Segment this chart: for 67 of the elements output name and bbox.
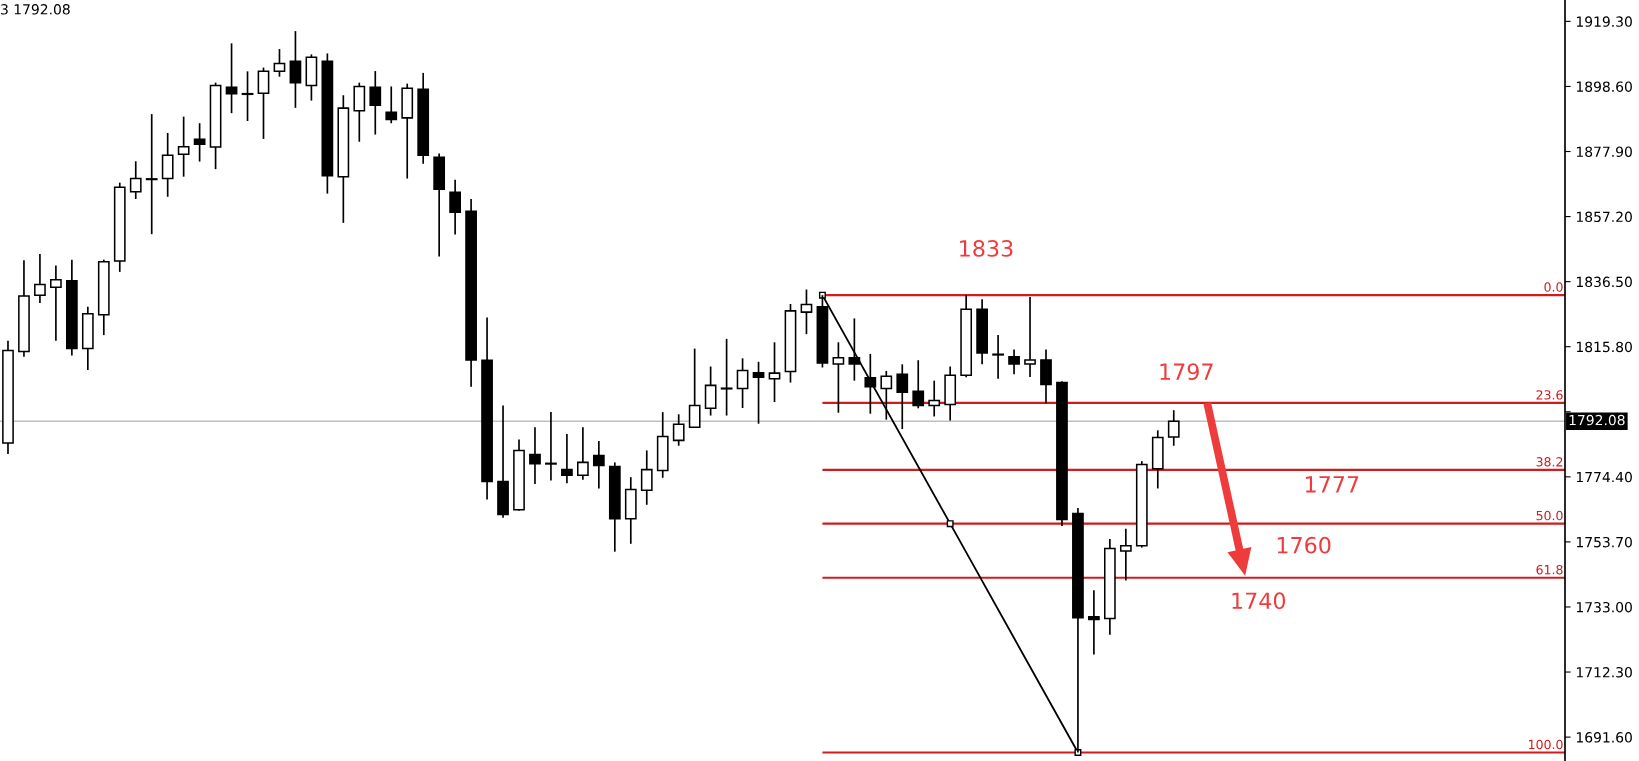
candlestick: [800, 288, 813, 335]
y-tick-label: 1857.20: [1576, 211, 1632, 223]
candlestick: [577, 426, 589, 481]
candlestick: [672, 413, 685, 447]
annotation: 1740: [1232, 592, 1286, 610]
y-tick-label: 1815.80: [1576, 341, 1632, 353]
annotation: 3 1792.08: [1, 4, 70, 15]
candlestick: [385, 85, 398, 125]
candlestick: [736, 357, 749, 409]
candlestick: [928, 379, 941, 418]
candlestick: [369, 70, 382, 136]
candlestick: [193, 122, 206, 163]
candlestick: [289, 30, 302, 109]
point: [818, 291, 826, 299]
candlestick: [1088, 589, 1100, 656]
candlestick: [880, 370, 893, 421]
candlestick: [640, 449, 653, 506]
candlestick: [177, 115, 190, 178]
annotation: 0.0: [1544, 282, 1563, 292]
candlestick: [34, 253, 46, 304]
candlestick: [704, 365, 717, 417]
y-tick-label: 1836.50: [1576, 276, 1632, 288]
annotation: 38.2: [1536, 457, 1563, 467]
y-tick-label: 1753.70: [1576, 536, 1632, 548]
ref-line-label: 1792.08: [1569, 414, 1625, 426]
y-tick-label: 1712.30: [1576, 667, 1632, 678]
candlestick: [720, 338, 733, 417]
candlestick: [273, 48, 286, 78]
candlestick: [1167, 409, 1180, 447]
candlestick: [688, 347, 701, 429]
annotation: 61.8: [1536, 564, 1563, 575]
annotation: 1777: [1305, 476, 1359, 493]
annotation: 1760: [1277, 536, 1331, 554]
annotation: 50.0: [1536, 510, 1563, 521]
candlestick: [992, 334, 1004, 380]
annotation: 1833: [960, 240, 1013, 257]
candlestick: [896, 363, 909, 430]
candlestick: [752, 360, 765, 425]
candlestick: [864, 353, 877, 415]
annotation: 23.6: [1536, 390, 1563, 400]
candlestick: [832, 341, 845, 414]
candlestick: [529, 426, 541, 485]
candlestick: [912, 359, 925, 410]
candlestick: [257, 66, 270, 140]
candlestick: [241, 70, 254, 122]
candlestick: [1119, 527, 1132, 582]
y-tick-label: 1733.00: [1576, 601, 1632, 613]
candlestick: [129, 160, 142, 200]
candlestick: [848, 317, 861, 382]
y-tick-label: 1898.60: [1576, 81, 1632, 92]
candlestick: [161, 132, 174, 198]
candlestick: [592, 440, 605, 490]
y-tick-label: 1774.40: [1576, 471, 1632, 483]
candlestick: [145, 113, 158, 236]
y-tick-label: 1691.60: [1576, 732, 1632, 743]
candlestick: [1008, 348, 1020, 376]
candlestick: [561, 433, 573, 484]
candlestick: [545, 411, 557, 482]
y-tick-label: 1877.90: [1576, 146, 1632, 157]
candlestick: [449, 178, 462, 236]
point: [946, 520, 954, 528]
annotation: 1797: [1160, 363, 1213, 381]
candlestick: [768, 341, 781, 403]
candlestick: [50, 264, 62, 342]
y-tick-label: 1919.30: [1576, 16, 1632, 27]
annotation: 100.0: [1529, 739, 1563, 750]
candlestick: [1024, 296, 1036, 378]
